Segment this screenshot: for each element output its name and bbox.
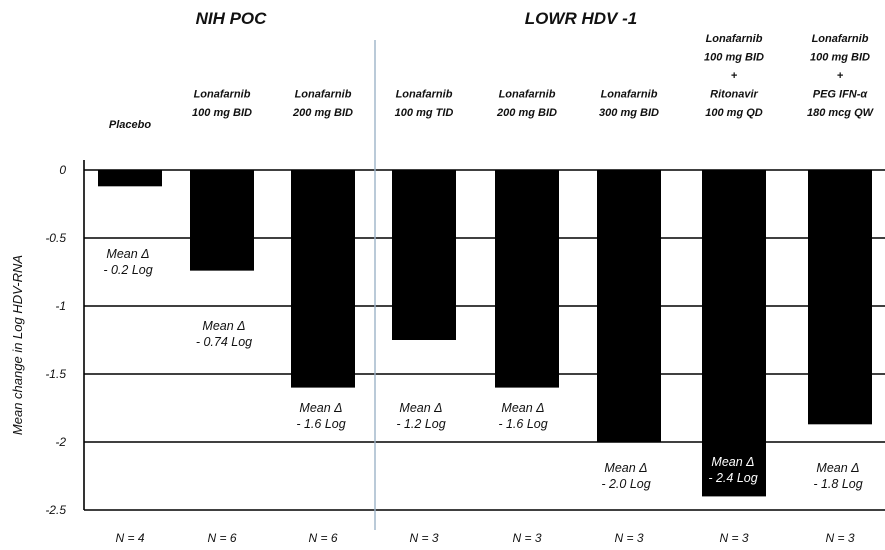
y-tick-label: 0 xyxy=(59,163,66,177)
category-label: Lonafarnib xyxy=(295,89,352,101)
data-label: - 1.8 Log xyxy=(813,477,862,491)
y-tick-label: -2.5 xyxy=(45,503,66,517)
bar xyxy=(597,170,661,442)
data-label: - 0.74 Log xyxy=(196,335,252,349)
data-label: - 1.6 Log xyxy=(296,417,345,431)
n-label: N = 6 xyxy=(207,531,236,545)
data-label: - 2.4 Log xyxy=(708,471,757,485)
category-label: Ritonavir xyxy=(710,89,758,101)
category-label: 100 mg BID xyxy=(704,52,764,64)
data-label: - 1.6 Log xyxy=(498,417,547,431)
bar xyxy=(808,170,872,425)
category-label: 100 mg TID xyxy=(395,107,454,119)
data-label: - 0.2 Log xyxy=(103,263,152,277)
category-label: Lonafarnib xyxy=(601,89,658,101)
y-tick-label: -0.5 xyxy=(45,231,66,245)
y-tick-label: -2 xyxy=(55,435,66,449)
category-label: Lonafarnib xyxy=(396,89,453,101)
n-label: N = 3 xyxy=(409,531,438,545)
category-label: + xyxy=(837,70,844,82)
bar xyxy=(291,170,355,388)
data-label: Mean Δ xyxy=(202,319,245,333)
category-label: 300 mg BID xyxy=(599,107,659,119)
category-label: + xyxy=(731,70,738,82)
y-tick-label: -1.5 xyxy=(45,367,66,381)
category-label: 100 mg BID xyxy=(810,52,870,64)
data-label: - 1.2 Log xyxy=(396,417,445,431)
category-label: 200 mg BID xyxy=(292,107,353,119)
bar xyxy=(190,170,254,271)
data-label: Mean Δ xyxy=(299,401,342,415)
bar xyxy=(702,170,766,497)
data-label: Mean Δ xyxy=(106,247,149,261)
bar xyxy=(495,170,559,388)
bar xyxy=(392,170,456,340)
category-label: 180 mcg QW xyxy=(807,107,875,119)
n-label: N = 3 xyxy=(512,531,541,545)
n-label: N = 6 xyxy=(308,531,337,545)
data-label: Mean Δ xyxy=(711,455,754,469)
n-label: N = 3 xyxy=(614,531,643,545)
n-label: N = 4 xyxy=(115,531,144,545)
data-label: Mean Δ xyxy=(604,461,647,475)
data-label: Mean Δ xyxy=(501,401,544,415)
category-label: 200 mg BID xyxy=(496,107,557,119)
n-label: N = 3 xyxy=(719,531,748,545)
category-label: Lonafarnib xyxy=(499,89,556,101)
category-label: Lonafarnib xyxy=(706,33,763,45)
n-label: N = 3 xyxy=(825,531,854,545)
category-label: Placebo xyxy=(109,119,151,131)
bar xyxy=(98,170,162,187)
data-label: Mean Δ xyxy=(816,461,859,475)
category-label: Lonafarnib xyxy=(812,33,869,45)
category-label: PEG IFN-α xyxy=(813,89,869,101)
category-label: Lonafarnib xyxy=(194,89,251,101)
group-title: LOWR HDV -1 xyxy=(525,9,637,28)
category-label: 100 mg BID xyxy=(192,107,252,119)
y-axis-label: Mean change in Log HDV-RNA xyxy=(10,255,25,435)
category-label: 100 mg QD xyxy=(705,107,763,119)
group-title: NIH POC xyxy=(196,9,268,28)
data-label: Mean Δ xyxy=(399,401,442,415)
y-tick-label: -1 xyxy=(55,299,66,313)
data-label: - 2.0 Log xyxy=(601,477,650,491)
